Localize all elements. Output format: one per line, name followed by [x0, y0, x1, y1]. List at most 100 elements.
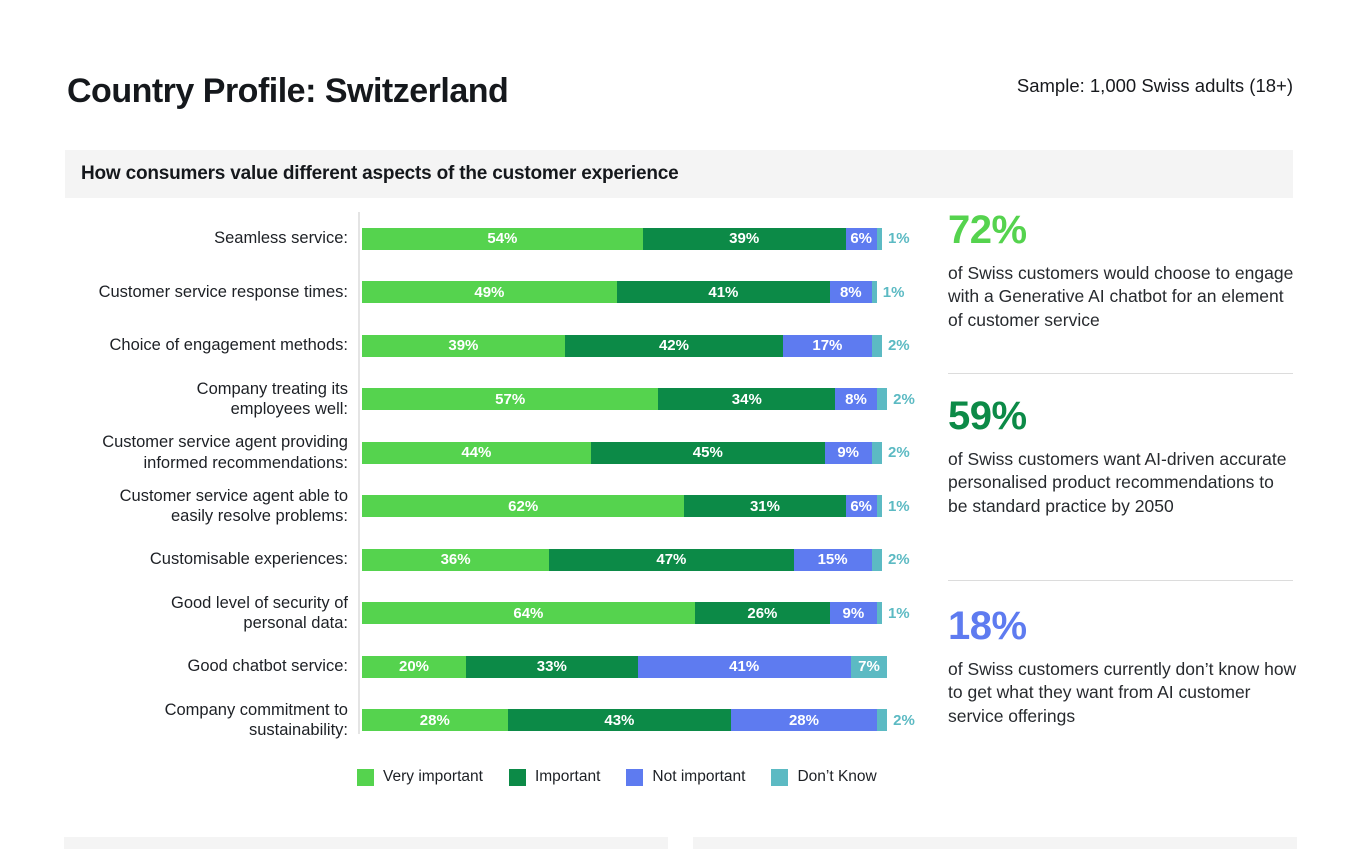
- bar-segment-important: 34%: [658, 388, 836, 411]
- bar-segment-label: 41%: [729, 658, 760, 676]
- chart-rows: Seamless service: 54% 39% 6% 1% Customer serv…: [65, 212, 925, 747]
- stat-description: of Swiss customers would choose to engag…: [948, 263, 1294, 330]
- row-label: Customer service agent providing informe…: [102, 433, 348, 472]
- row-label: Good chatbot service:: [187, 657, 348, 676]
- bar-segment-important: 41%: [616, 281, 830, 304]
- bar-segment-not-important: 41%: [637, 655, 851, 678]
- bar-segment-dont-know: [871, 281, 877, 304]
- bar-outside-label: 2%: [887, 337, 910, 355]
- bar-segment-dont-know: [871, 334, 882, 357]
- bar-segment-label: 9%: [842, 604, 865, 622]
- bar-outside-label: 1%: [887, 230, 910, 248]
- bar-segment-dont-know: [876, 602, 882, 625]
- bar-segment-label: 6%: [850, 497, 873, 515]
- bar-segment-not-important: 28%: [731, 709, 877, 732]
- stat-value: 59%: [948, 394, 1027, 438]
- chart-row: Good level of security of personal data:…: [65, 587, 925, 641]
- bar-segment-important: 47%: [549, 548, 794, 571]
- bar-segment-label: 36%: [440, 551, 471, 569]
- bar-outside-label: 2%: [893, 711, 915, 729]
- bar-segment-label: 15%: [817, 551, 848, 569]
- legend-item: Very important: [357, 768, 483, 786]
- bar-segment-very-important: 64%: [362, 602, 695, 625]
- legend-swatch-very-important: [357, 768, 374, 786]
- stat-block-ai-recommendations: 59% of Swiss customers want AI-driven ac…: [948, 396, 1298, 518]
- bar-segment-very-important: 39%: [362, 334, 565, 357]
- legend: Very important Important Not important Don’…: [357, 768, 877, 786]
- bar-segment-label: 28%: [788, 711, 819, 729]
- legend-label: Not important: [652, 768, 746, 785]
- row-label: Company treating its employees well:: [196, 379, 348, 419]
- bar-segment-dont-know: [876, 709, 888, 732]
- bar-segment-label: 41%: [708, 283, 739, 301]
- bar-outside-label: 2%: [893, 390, 915, 408]
- legend-swatch-important: [508, 768, 526, 786]
- bar-segment-label: 42%: [658, 337, 689, 355]
- bar-segment-dont-know: [871, 441, 882, 464]
- bar-segment-label: 54%: [487, 230, 518, 248]
- chart-row: Good chatbot service: 20% 33% 41% 7%: [65, 640, 925, 694]
- bar-segment-label: 62%: [508, 497, 539, 515]
- chart-row: Company commitment to sustainability: 28%…: [65, 694, 925, 748]
- bar-segment-label: 43%: [604, 711, 635, 729]
- legend-item: Important: [508, 768, 601, 786]
- bar-segment-not-important: 6%: [845, 227, 877, 250]
- row-label: Customer service agent able to easily re…: [119, 486, 348, 526]
- bar-segment-important: 39%: [642, 227, 846, 250]
- bar-outside-label: 2%: [887, 551, 910, 569]
- bar-segment-label: 34%: [731, 390, 762, 408]
- chart-row: Customer service response times: 49% 41% 8%…: [65, 266, 925, 320]
- bar-segment-not-important: 9%: [829, 602, 877, 625]
- bar-segment-dont-know: 7%: [850, 655, 888, 678]
- bar-outside-label: 1%: [887, 604, 910, 622]
- bar-segment-label: 8%: [845, 390, 867, 408]
- bar-outside-label: 1%: [887, 497, 910, 515]
- bar-segment-very-important: 44%: [362, 441, 591, 464]
- bar-segment-very-important: 62%: [362, 495, 685, 518]
- bar: 62% 31% 6% 1%: [362, 495, 910, 518]
- row-label: Choice of engagement methods:: [109, 336, 349, 355]
- row-label: Seamless service:: [214, 229, 348, 248]
- bar-segment-important: 31%: [684, 495, 846, 518]
- legend-swatch-not-important: [626, 768, 644, 786]
- bar-segment-dont-know: [876, 227, 882, 250]
- chart-row: Company treating its employees well: 57% 3…: [65, 373, 925, 427]
- bar-segment-dont-know: [871, 548, 882, 571]
- section-header-text: How consumers value different aspects of…: [81, 163, 679, 184]
- chart-row: Customisable experiences: 36% 47% 15% 2%: [65, 533, 925, 587]
- bar-segment-not-important: 9%: [824, 441, 872, 464]
- bar-segment-label: 8%: [839, 283, 862, 301]
- bar: 36% 47% 15% 2%: [362, 548, 910, 571]
- chart-row: Seamless service: 54% 39% 6% 1%: [65, 212, 925, 266]
- bar-segment-dont-know: [876, 388, 888, 411]
- bar-segment-very-important: 36%: [362, 548, 550, 571]
- bar-segment-label: 28%: [419, 711, 450, 729]
- divider: [948, 373, 1293, 374]
- bar: 49% 41% 8% 1%: [362, 281, 904, 304]
- axis-line: [358, 212, 360, 734]
- row-label: Good level of security of personal data:: [170, 593, 348, 633]
- section-header: How consumers value different aspects of…: [65, 150, 1293, 198]
- bar-segment-label: 44%: [461, 444, 492, 462]
- bar-segment-very-important: 57%: [362, 388, 659, 411]
- bar-segment-label: 20%: [398, 658, 430, 676]
- bar-segment-not-important: 15%: [793, 548, 872, 571]
- row-label: Customer service response times:: [98, 282, 348, 301]
- stat-description: of Swiss customers currently don’t know …: [948, 659, 1297, 726]
- bar-segment-label: 31%: [749, 497, 780, 515]
- bar-segment-important: 26%: [694, 602, 830, 625]
- bar-segment-label: 45%: [692, 444, 723, 462]
- stat-value: 72%: [948, 208, 1027, 252]
- bar-segment-dont-know: [876, 495, 882, 518]
- bar-segment-important: 42%: [564, 334, 784, 357]
- legend-swatch-dont-know: [771, 768, 789, 786]
- bar-segment-label: 26%: [747, 604, 778, 622]
- bar-segment-label: 57%: [495, 390, 526, 408]
- bar-segment-label: 6%: [850, 230, 873, 248]
- bar-segment-label: 39%: [729, 230, 760, 248]
- bar-segment-not-important: 8%: [835, 388, 877, 411]
- legend-label: Important: [534, 768, 601, 785]
- importance-chart: Seamless service: 54% 39% 6% 1% Customer serv…: [65, 212, 925, 748]
- bar: 64% 26% 9% 1%: [362, 602, 910, 625]
